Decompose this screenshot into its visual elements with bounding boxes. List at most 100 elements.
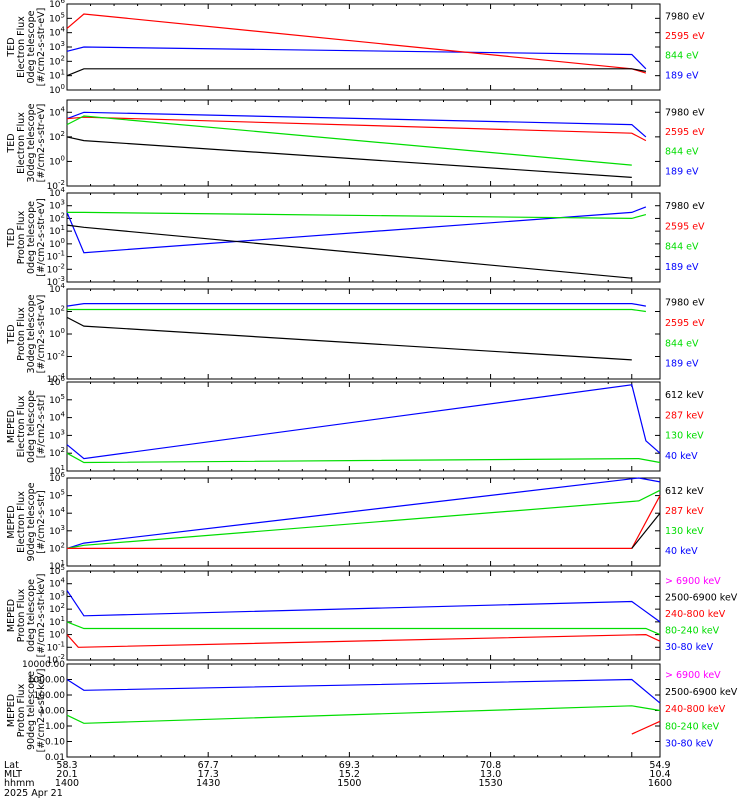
series-line-844-ev [67,211,647,220]
panel-1: TED Electron Flux 0deg telescope [#/cm2-s-s… [6,3,705,91]
panel-8: MEPED Proton Flux 90deg telescope [#/cm2-s-… [6,663,738,758]
series-line-7980-ev [66,316,632,361]
y-axis-label: TED [6,133,17,153]
y-tick-label: 103 [49,199,65,212]
footer-value: 1500 [337,778,361,789]
y-tick-label: 101 [49,615,65,628]
series-line-30-80-kev [66,678,661,704]
series-line-2595-ev [66,13,647,74]
y-tick-label: 10-3 [47,275,65,288]
series-line-130-kev [66,489,661,549]
y-axis-label: [#/cm2-s-str-eV] [36,295,47,374]
y-tick-label: 10000.00 [22,660,65,670]
legend-entry: 189 eV [665,70,699,81]
series-line-80-240-kev [66,705,661,724]
y-tick-label: 104 [49,577,65,590]
series-line-189-ev [66,46,647,70]
series-line-7980-ev [66,136,632,178]
y-tick-label: 0.10 [45,738,65,748]
panel-frame [66,570,661,661]
series-line-7980-ev [66,68,647,77]
legend-entry: 7980 eV [665,297,705,308]
footer-value: 1530 [478,778,502,789]
y-tick-label: 102 [49,130,65,143]
y-axis-label: 0deg telescope [26,10,37,83]
y-axis-label: 0deg telescope [26,201,37,274]
y-tick-label: 10-2 [47,179,65,192]
footer-value: 67.7 [198,760,219,771]
footer-value: 70.8 [480,760,501,771]
y-tick-label: 104 [49,186,65,199]
y-axis-label: Proton Flux [16,210,27,264]
y-tick-label: 102 [49,446,65,459]
y-tick-label: 10-2 [47,653,65,666]
y-tick-label: 101 [49,464,65,477]
y-tick-label: 104 [49,105,65,118]
y-axis-label: Proton Flux [16,683,27,737]
series-line-130-kev [66,452,661,464]
y-tick-label: 104 [49,26,65,39]
panel-5: MEPED Electron Flux 0deg telescope [#/cm2-s… [6,381,704,472]
y-axis-label: Electron Flux [16,112,27,174]
y-axis-label: TED [6,324,17,344]
legend-entry: 189 eV [665,166,699,177]
legend-entry: 7980 eV [665,12,705,23]
legend-entry: 7980 eV [665,108,705,119]
y-tick-label: 100 [49,628,65,641]
legend-entry: 2595 eV [665,221,705,232]
y-tick-label: 10-4 [47,372,66,385]
y-axis-label: Proton Flux [16,588,27,642]
y-axis-label: MEPED [6,694,17,727]
panel-frame [66,99,661,187]
y-axis-label: MEPED [6,505,17,538]
y-tick-label: 102 [49,211,65,224]
y-tick-label: 105 [49,489,65,502]
y-axis-label: [#/cm2-s-str-eV] [36,104,47,183]
y-tick-label: 105 [49,11,65,24]
y-tick-label: 10-1 [47,640,65,653]
y-axis-label: 90deg telescope [26,482,37,561]
y-axis-label: [#/cm2-s-str] [36,395,47,458]
series-line-7980-ev [66,224,632,279]
legend-entry: 30-80 keV [665,739,714,750]
footer-value: 15.2 [339,769,360,780]
y-tick-label: 102 [49,541,65,554]
y-tick-label: 106 [49,375,65,388]
series-line-844-ev [67,308,646,313]
footer-value: 1430 [196,778,220,789]
legend-entry: 612 keV [665,486,704,497]
y-tick-label: 0.01 [45,753,65,763]
y-axis-label: [#/cm2-s-str-eV] [36,198,47,277]
y-tick-label: 1000.00 [28,676,65,686]
y-axis-label: Electron Flux [16,16,27,78]
series-line-189-ev [66,111,647,138]
legend-entry: 7980 eV [665,201,705,212]
y-tick-label: 100 [49,237,65,250]
footer-value: 58.3 [56,760,77,771]
y-tick-label: 105 [49,564,65,577]
legend-entry: 2595 eV [665,318,705,329]
y-axis-label: Proton Flux [16,307,27,361]
series-line-612-kev [631,512,661,549]
legend-entry: 189 eV [665,359,699,370]
footer-row-label: hhmm [4,778,35,789]
footer-value: 13.0 [480,769,501,780]
legend-entry: 844 eV [665,51,699,62]
series-line-189-ev [66,303,647,307]
series-line-240-800-kev [66,633,661,648]
y-axis-label: 0deg telescope [26,579,37,652]
y-tick-label: 104 [49,411,65,424]
legend-entry: 40 keV [665,546,698,557]
y-axis-label: TED [6,37,17,57]
y-tick-label: 106 [49,0,65,10]
y-tick-label: 10.00 [39,707,65,717]
footer-value: 54.9 [649,760,670,771]
y-axis-label: Electron Flux [16,395,27,457]
legend-entry: 240-800 keV [665,609,726,620]
y-tick-label: 100 [49,83,65,96]
y-axis-label: [#/cm2-s-str] [36,490,47,553]
y-tick-label: 10-2 [47,262,65,275]
panel-frame [66,288,661,380]
legend-entry: 2595 eV [665,127,705,138]
y-tick-label: 103 [49,40,65,53]
